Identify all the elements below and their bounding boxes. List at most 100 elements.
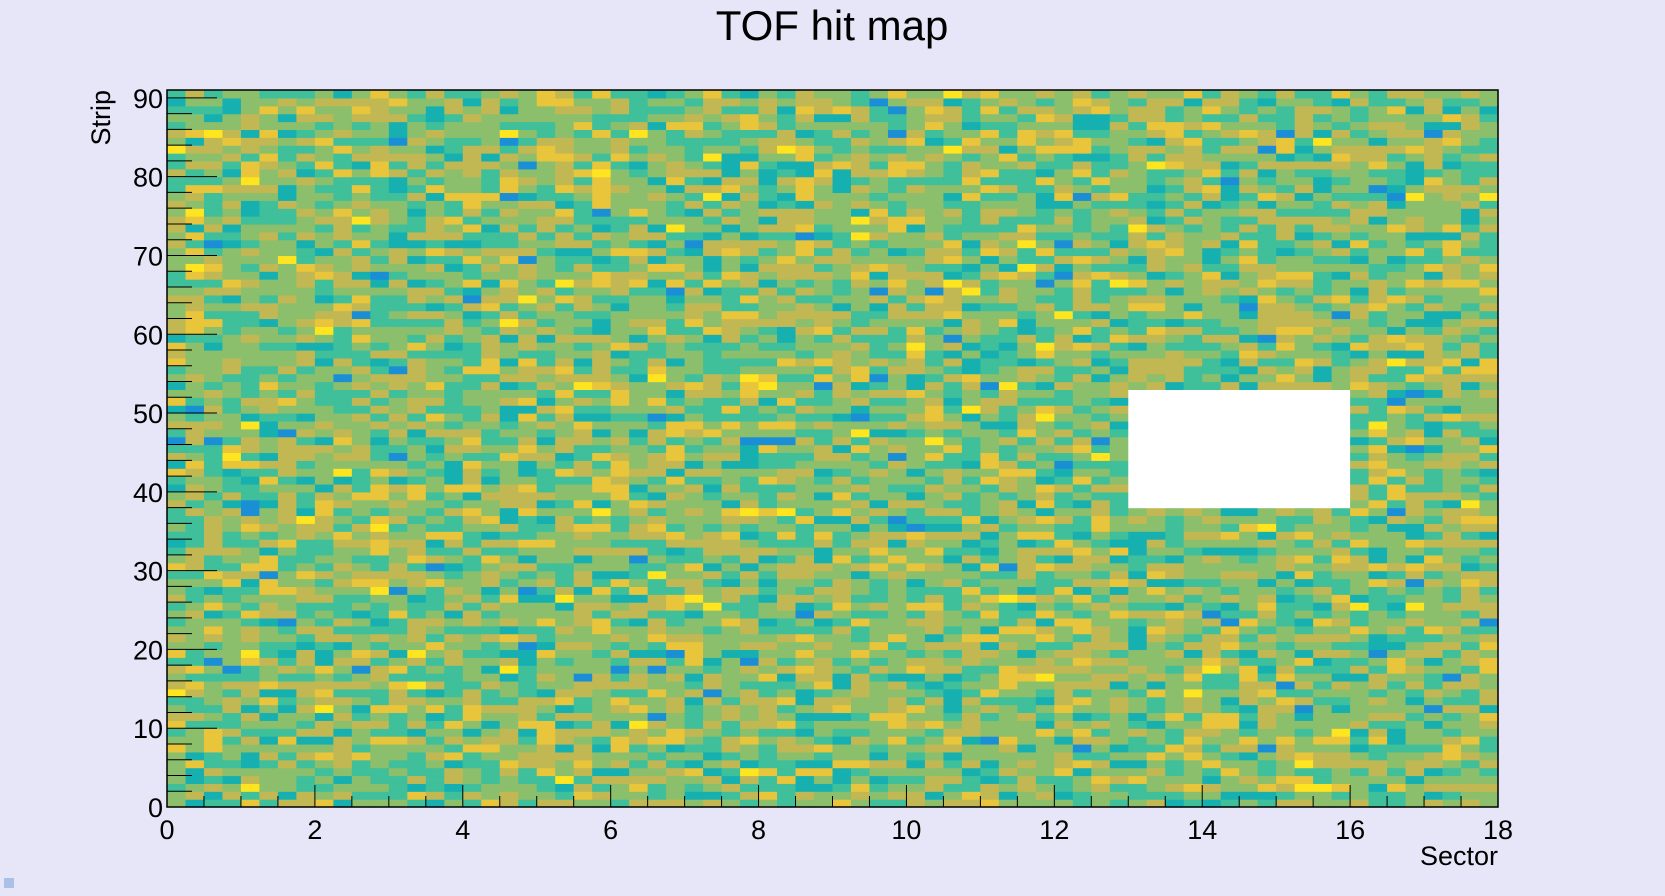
- heatmap-cell: [1146, 767, 1166, 777]
- heatmap-cell: [518, 617, 538, 627]
- heatmap-cell: [795, 326, 815, 335]
- heatmap-cell: [703, 586, 723, 595]
- heatmap-cell: [721, 625, 741, 635]
- heatmap-cell: [721, 531, 741, 540]
- heatmap-cell: [740, 688, 760, 698]
- heatmap-cell: [647, 129, 667, 138]
- heatmap-cell: [740, 160, 760, 170]
- heatmap-cell: [499, 617, 519, 627]
- heatmap-cell: [795, 712, 815, 721]
- heatmap-cell: [1128, 255, 1148, 264]
- heatmap-cell: [887, 413, 908, 422]
- heatmap-cell: [740, 357, 760, 367]
- heatmap-cell: [629, 799, 649, 808]
- heatmap-empty-cell: [1165, 405, 1185, 414]
- heatmap-cell: [167, 405, 187, 414]
- heatmap-cell: [998, 420, 1018, 430]
- heatmap-cell: [1072, 610, 1092, 619]
- heatmap-cell: [203, 468, 224, 477]
- heatmap-cell: [277, 712, 298, 721]
- heatmap-cell: [850, 507, 871, 517]
- heatmap-cell: [167, 554, 187, 564]
- heatmap-cell: [961, 97, 981, 107]
- heatmap-cell: [296, 428, 316, 438]
- heatmap-cell: [573, 468, 593, 477]
- heatmap-cell: [185, 736, 205, 745]
- heatmap-cell: [758, 767, 778, 777]
- heatmap-cell: [333, 350, 353, 359]
- heatmap-cell: [573, 483, 593, 493]
- heatmap-cell: [629, 247, 649, 257]
- heatmap-cell: [629, 452, 649, 461]
- heatmap-cell: [481, 334, 501, 343]
- heatmap-cell: [721, 460, 741, 469]
- heatmap-cell: [961, 586, 981, 595]
- heatmap-cell: [407, 665, 427, 674]
- heatmap-cell: [777, 436, 797, 446]
- heatmap-cell: [998, 239, 1018, 249]
- heatmap-cell: [388, 523, 408, 532]
- heatmap-cell: [703, 428, 723, 438]
- heatmap-cell: [259, 680, 279, 690]
- heatmap-cell: [961, 712, 981, 721]
- heatmap-cell: [1146, 271, 1166, 280]
- heatmap-cell: [499, 318, 519, 327]
- heatmap-cell: [980, 342, 1000, 351]
- heatmap-cell: [333, 365, 353, 375]
- heatmap-cell: [906, 145, 926, 154]
- heatmap-cell: [1128, 357, 1148, 367]
- heatmap-cell: [555, 775, 575, 784]
- heatmap-cell: [740, 271, 760, 280]
- heatmap-cell: [462, 720, 482, 729]
- heatmap-cell: [573, 712, 593, 721]
- heatmap-cell: [277, 168, 298, 178]
- heatmap-cell: [647, 578, 667, 587]
- heatmap-cell: [647, 286, 667, 296]
- heatmap-cell: [1128, 507, 1148, 517]
- heatmap-cell: [536, 153, 556, 162]
- heatmap-cell: [222, 113, 242, 123]
- heatmap-cell: [703, 736, 723, 745]
- heatmap-cell: [906, 751, 926, 761]
- heatmap-cell: [832, 610, 852, 619]
- heatmap-cell: [481, 137, 501, 146]
- heatmap-cell: [444, 507, 464, 517]
- heatmap-cell: [721, 570, 741, 580]
- heatmap-cell: [924, 728, 945, 737]
- heatmap-cell: [296, 334, 316, 343]
- heatmap-cell: [998, 113, 1018, 123]
- heatmap-cell: [924, 397, 945, 406]
- heatmap-cell: [1054, 420, 1074, 430]
- heatmap-cell: [1072, 397, 1092, 406]
- heatmap-cell: [721, 783, 741, 792]
- heatmap-cell: [795, 562, 815, 572]
- heatmap-cell: [850, 428, 871, 438]
- heatmap-cell: [1128, 160, 1148, 170]
- heatmap-cell: [887, 255, 908, 264]
- heatmap-cell: [666, 326, 686, 335]
- heatmap-cell: [351, 562, 371, 572]
- heatmap-cell: [795, 578, 815, 587]
- heatmap-cell: [869, 192, 889, 201]
- heatmap-cell: [259, 255, 279, 264]
- heatmap-cell: [869, 610, 889, 619]
- heatmap-cell: [998, 357, 1018, 367]
- heatmap-cell: [684, 499, 704, 509]
- heatmap-cell: [167, 231, 187, 241]
- heatmap-cell: [666, 405, 686, 414]
- heatmap-cell: [980, 413, 1000, 422]
- heatmap-cell: [703, 208, 723, 217]
- heatmap-cell: [1165, 318, 1185, 327]
- heatmap-cell: [721, 633, 741, 643]
- heatmap-cell: [259, 720, 279, 729]
- heatmap-cell: [259, 184, 279, 194]
- heatmap-cell: [259, 137, 279, 146]
- heatmap-cell: [980, 641, 1000, 651]
- heatmap-cell: [240, 515, 261, 524]
- heatmap-cell: [887, 192, 908, 201]
- heatmap-cell: [758, 381, 778, 391]
- heatmap-cell: [1054, 121, 1074, 130]
- heatmap-cell: [462, 208, 482, 217]
- heatmap-cell: [573, 160, 593, 170]
- heatmap-empty-cell: [1146, 420, 1166, 430]
